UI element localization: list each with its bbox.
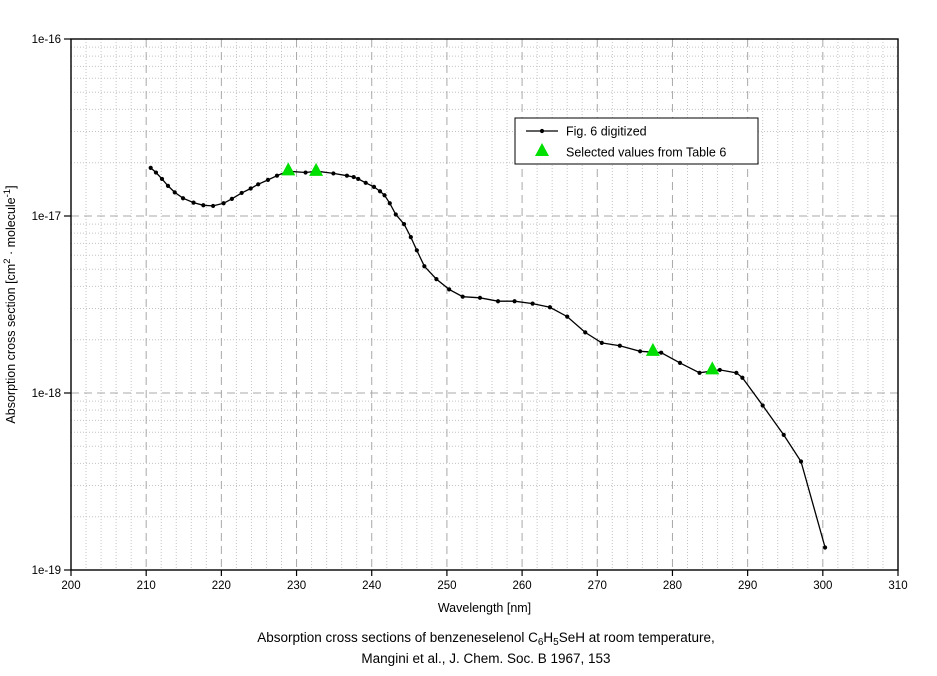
legend: Fig. 6 digitized Selected values from Tab… — [514, 117, 759, 165]
data-point-marker — [617, 343, 622, 348]
x-tick-label: 290 — [738, 580, 757, 592]
data-point-marker — [798, 459, 804, 464]
data-point-marker — [210, 203, 216, 209]
data-point-marker — [599, 340, 604, 345]
data-point-marker — [717, 367, 722, 373]
legend-label-fig6: Fig. 6 digitized — [566, 125, 647, 139]
data-point-marker — [221, 201, 226, 206]
data-point-marker — [781, 432, 786, 437]
series-markers-fig6-digitized — [148, 165, 828, 550]
data-point-marker — [274, 173, 280, 178]
x-tick-label: 220 — [212, 580, 231, 592]
x-axis-title: Wavelength [nm] — [438, 601, 531, 615]
data-point-marker — [530, 301, 535, 306]
data-point-marker — [583, 330, 588, 335]
x-tick-label: 250 — [437, 580, 456, 592]
data-point-marker — [822, 545, 828, 550]
table6-triangle-marker — [705, 361, 720, 375]
data-point-marker — [547, 305, 553, 310]
data-point-marker — [371, 184, 377, 190]
data-point-marker — [677, 360, 683, 365]
y-tick-label: 1e-18 — [32, 388, 61, 400]
x-tick-label: 310 — [888, 580, 907, 592]
grid-major — [71, 39, 898, 570]
x-tick-label: 300 — [813, 580, 832, 592]
legend-dot-marker — [539, 128, 545, 134]
legend-label-table6: Selected values from Table 6 — [566, 146, 726, 160]
data-point-marker — [191, 200, 196, 205]
x-tick-label: 280 — [663, 580, 682, 592]
data-point-marker — [351, 174, 356, 180]
data-point-marker — [363, 180, 368, 185]
data-point-marker — [401, 221, 407, 227]
plot-border — [70, 38, 899, 571]
data-point-marker — [512, 299, 517, 304]
data-point-marker — [248, 186, 253, 191]
data-point-marker — [659, 350, 664, 355]
data-point-marker — [377, 189, 383, 194]
data-point-marker — [356, 176, 361, 182]
series-markers-table6 — [281, 162, 720, 375]
data-point-marker — [414, 248, 419, 253]
data-point-marker — [159, 176, 165, 182]
data-point-marker — [344, 173, 350, 178]
y-axis-title: Absorption cross section [cm2 · molecule… — [2, 185, 18, 423]
data-point-marker — [387, 201, 392, 206]
data-point-marker — [303, 170, 308, 175]
data-point-marker — [201, 203, 206, 208]
data-point-marker — [382, 193, 387, 198]
caption-line-1: Absorption cross sections of benzenesele… — [257, 630, 715, 648]
y-tick-label: 1e-17 — [32, 211, 61, 223]
table6-triangle-marker — [645, 342, 660, 356]
legend-box — [514, 117, 759, 165]
legend-triangle-marker — [535, 143, 549, 156]
y-tick-label: 1e-19 — [32, 565, 61, 577]
data-point-marker — [638, 349, 643, 354]
data-point-marker — [148, 165, 153, 170]
data-point-marker — [697, 370, 702, 375]
data-point-marker — [565, 314, 570, 319]
x-tick-label: 200 — [61, 580, 80, 592]
data-point-marker — [760, 403, 765, 408]
grid-minor — [71, 39, 898, 570]
data-point-marker — [447, 287, 452, 292]
table6-triangle-marker — [309, 162, 324, 176]
data-point-marker — [239, 190, 244, 196]
x-tick-label: 270 — [588, 580, 607, 592]
data-point-marker — [256, 182, 261, 187]
data-point-marker — [740, 375, 745, 380]
data-point-marker — [408, 234, 413, 240]
data-point-marker — [180, 196, 186, 201]
x-tick-label: 240 — [362, 580, 381, 592]
data-point-marker — [172, 190, 177, 195]
data-point-marker — [229, 196, 234, 201]
data-point-marker — [265, 177, 271, 182]
data-point-marker — [495, 299, 501, 304]
x-tick-label: 230 — [287, 580, 306, 592]
data-point-marker — [477, 295, 483, 300]
data-point-marker — [734, 370, 739, 375]
x-axis: 200 210 220 230 240 250 260 270 280 290 300 310 — [61, 570, 908, 592]
data-point-marker — [331, 171, 336, 176]
data-point-marker — [165, 183, 171, 188]
data-point-marker — [460, 294, 465, 299]
data-point-marker — [434, 277, 439, 282]
y-tick-label: 1e-16 — [32, 34, 61, 46]
caption-line-2: Mangini et al., J. Chem. Soc. B 1967, 15… — [361, 651, 610, 666]
table6-triangle-marker — [281, 162, 296, 176]
x-tick-label: 210 — [137, 580, 156, 592]
y-axis: 1e-16 1e-17 1e-18 1e-19 — [32, 34, 71, 577]
data-point-marker — [422, 264, 427, 269]
data-point-marker — [153, 170, 159, 175]
data-point-marker — [393, 212, 398, 217]
x-tick-label: 260 — [512, 580, 531, 592]
